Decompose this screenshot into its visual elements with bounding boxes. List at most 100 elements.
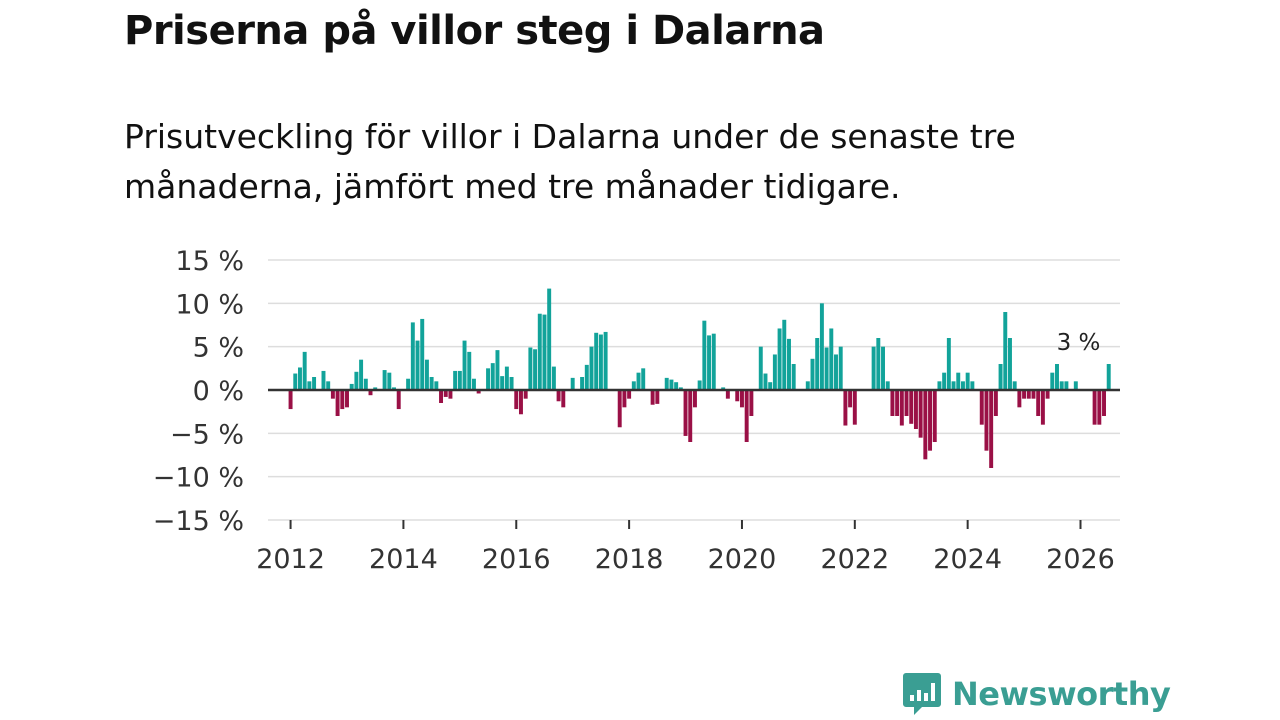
bar: [1059, 381, 1064, 390]
chart-title: Priserna på villor steg i Dalarna: [124, 8, 825, 54]
bar: [650, 390, 655, 405]
bar: [998, 364, 1003, 390]
bar: [758, 346, 763, 390]
bar: [486, 368, 491, 390]
bar: [434, 381, 439, 390]
bar: [805, 381, 810, 390]
bar: [942, 372, 947, 390]
bar: [387, 372, 392, 390]
bar: [518, 390, 523, 415]
grid-layer: [268, 259, 1120, 521]
bar: [721, 387, 726, 390]
bar: [636, 372, 641, 390]
x-tick-label: 2012: [256, 544, 325, 575]
bar: [1045, 390, 1050, 399]
bar: [420, 318, 425, 390]
bar: [509, 377, 514, 390]
bar: [490, 363, 495, 390]
bar-layer: [288, 288, 1111, 468]
bar: [1064, 381, 1069, 390]
bar: [580, 377, 585, 390]
bar: [584, 364, 589, 390]
bar: [335, 390, 340, 416]
bar: [899, 390, 904, 426]
bar: [777, 328, 782, 390]
bar: [603, 331, 608, 390]
bar: [547, 288, 552, 390]
bar: [1106, 364, 1111, 390]
bar: [302, 351, 307, 390]
bar: [881, 346, 885, 390]
bar: [321, 370, 326, 390]
bar: [453, 370, 458, 390]
bar: [448, 390, 453, 399]
bar: [495, 350, 500, 390]
bar: [382, 370, 387, 390]
x-tick-label: 2022: [820, 544, 889, 575]
x-tick-label: 2018: [595, 544, 664, 575]
bar: [467, 351, 472, 390]
bar: [533, 349, 538, 390]
bar: [664, 377, 669, 390]
bar: [424, 359, 429, 390]
bar: [551, 366, 556, 390]
bar: [570, 377, 575, 390]
bar: [589, 346, 594, 390]
bar: [514, 390, 519, 410]
bar: [1031, 390, 1036, 399]
bar: [1073, 381, 1078, 390]
x-tick-label: 2020: [708, 544, 777, 575]
bar: [439, 390, 444, 403]
bar: [848, 390, 853, 408]
bar: [772, 354, 777, 390]
bar: [410, 322, 415, 390]
bar: [749, 390, 754, 416]
bar: [622, 390, 627, 408]
y-tick-label: −15 %: [153, 506, 244, 537]
y-tick-label: 5 %: [193, 333, 244, 364]
bar: [768, 382, 773, 390]
last-value-annotation: 3 %: [1057, 330, 1101, 356]
x-tick-label: 2016: [482, 544, 551, 575]
y-tick-label: 10 %: [175, 289, 244, 320]
bar: [1008, 338, 1012, 390]
bar: [960, 381, 965, 390]
bar: [373, 387, 378, 390]
bar: [824, 347, 829, 390]
bar: [307, 381, 312, 390]
bar: [288, 390, 293, 410]
bar: [500, 376, 505, 390]
bar: [984, 390, 989, 451]
bar: [834, 354, 838, 390]
bar: [1022, 390, 1027, 399]
bar: [556, 390, 561, 402]
newsworthy-logo[interactable]: Newsworthy: [902, 670, 1171, 718]
bar: [683, 390, 688, 436]
bar: [852, 390, 857, 425]
bar: [1102, 390, 1106, 416]
bar: [457, 370, 462, 390]
y-tick-label: 15 %: [175, 246, 244, 277]
bar: [537, 313, 542, 390]
bar: [345, 390, 349, 408]
bar: [354, 371, 359, 390]
bar: [791, 364, 796, 390]
bar: [631, 381, 636, 390]
bar: [692, 390, 697, 408]
bar: [904, 390, 909, 416]
bar: [744, 390, 749, 442]
bar: [838, 346, 843, 390]
chart-subtitle: Prisutveckling för villor i Dalarna unde…: [124, 117, 1016, 206]
bar: [739, 390, 744, 408]
bar: [598, 334, 603, 390]
bar: [655, 390, 660, 404]
bar: [523, 390, 528, 399]
y-tick-label: −10 %: [153, 463, 244, 494]
bar: [1003, 312, 1008, 390]
bar: [392, 387, 396, 390]
bar: [890, 390, 895, 416]
axis-layer: 15 % 10 % 5 % 0 % −5 % −10 % −15 % 2012 2014 2016…: [153, 246, 1115, 575]
bar: [923, 390, 928, 460]
bar: [349, 383, 354, 390]
bar: [895, 390, 900, 416]
